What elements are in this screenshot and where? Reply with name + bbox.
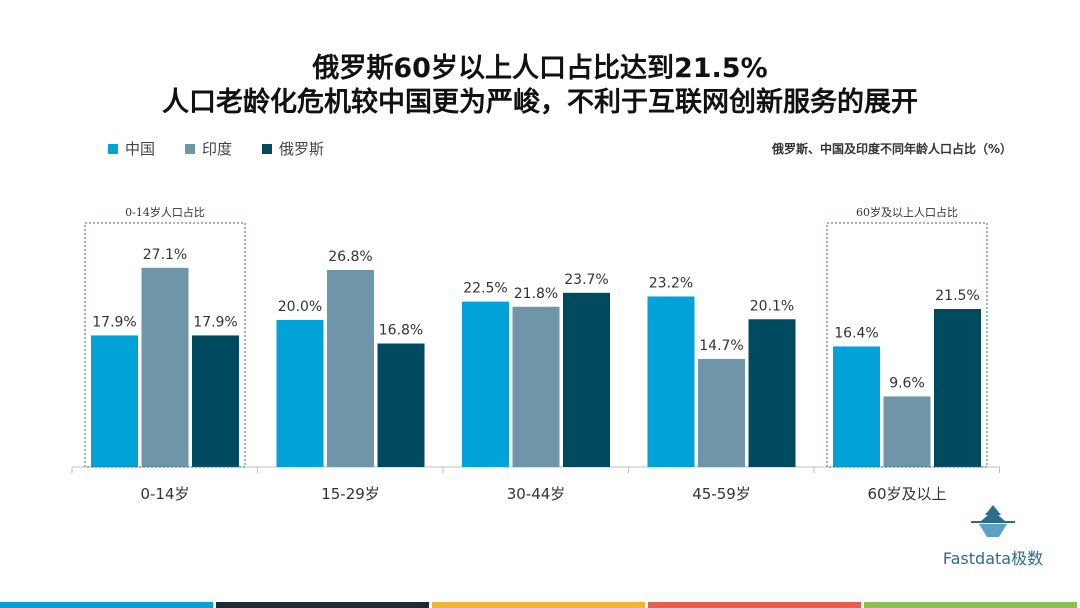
bar-0-2 xyxy=(462,301,509,467)
annotation-box xyxy=(826,222,988,468)
data-label: 22.5% xyxy=(463,281,507,297)
bar-0-4 xyxy=(833,346,880,467)
annotation-box xyxy=(84,222,246,468)
legend-label-china: 中国 xyxy=(125,140,156,158)
data-label: 23.2% xyxy=(649,275,693,291)
data-label: 23.7% xyxy=(564,272,608,288)
bar-1-0 xyxy=(141,267,189,467)
bar-0-0 xyxy=(91,335,138,467)
data-label: 16.4% xyxy=(834,325,878,341)
data-label: 21.5% xyxy=(935,288,979,304)
chart-legend: 中国 印度 俄罗斯 xyxy=(108,138,324,159)
data-label: 21.8% xyxy=(514,286,558,302)
x-tick-label: 60岁及以上 xyxy=(867,485,946,503)
bottom-bar-segment xyxy=(648,602,861,608)
bar-1-2 xyxy=(512,306,560,467)
annotation-label: 0-14岁人口占比 xyxy=(125,205,205,219)
bar-2-0 xyxy=(192,335,239,467)
legend-swatch-russia xyxy=(262,143,273,154)
fastdata-logo: Fastdata极数 xyxy=(938,503,1048,569)
chart-title-line-2: 人口老龄化危机较中国更为严峻，不利于互联网创新服务的展开 xyxy=(162,87,918,118)
data-label: 20.0% xyxy=(278,299,322,315)
bar-1-4 xyxy=(883,396,931,467)
x-tick-label: 15-29岁 xyxy=(321,485,380,503)
data-label: 9.6% xyxy=(889,375,925,391)
data-label: 14.7% xyxy=(699,338,743,354)
x-tick-label: 0-14岁 xyxy=(140,485,189,503)
data-label: 17.9% xyxy=(92,314,136,330)
legend-item-india: 印度 xyxy=(185,138,232,159)
bottom-bar-segment xyxy=(864,602,1077,608)
chart-title-line-1: 俄罗斯60岁以上人口占比达到21.5% xyxy=(312,53,768,84)
bottom-color-bar xyxy=(0,602,1080,608)
data-label: 20.1% xyxy=(750,298,794,314)
bar-1-3 xyxy=(698,358,745,467)
logo-text: Fastdata极数 xyxy=(942,549,1044,568)
bar-2-3 xyxy=(748,319,796,467)
iceberg-logo-icon xyxy=(971,505,1015,537)
data-label: 17.9% xyxy=(193,314,237,330)
bottom-bar-segment xyxy=(216,602,429,608)
bar-0-1 xyxy=(276,320,324,467)
data-label: 26.8% xyxy=(328,249,372,265)
legend-swatch-india xyxy=(185,143,196,154)
legend-label-india: 印度 xyxy=(202,140,233,158)
chart-subtitle: 俄罗斯、中国及印度不同年龄人口占比（%） xyxy=(771,142,1012,156)
x-tick-label: 30-44岁 xyxy=(507,485,566,503)
bar-0-3 xyxy=(647,296,695,467)
data-label: 27.1% xyxy=(143,247,187,263)
bottom-bar-segment xyxy=(0,602,213,608)
legend-label-russia: 俄罗斯 xyxy=(279,140,325,158)
data-label: 16.8% xyxy=(379,323,423,339)
bar-1-1 xyxy=(327,270,374,467)
bar-2-4 xyxy=(934,308,981,467)
bar-2-2 xyxy=(563,292,610,467)
bar-2-1 xyxy=(377,343,425,467)
annotation-label: 60岁及以上人口占比 xyxy=(856,205,958,219)
legend-swatch-china xyxy=(108,143,118,154)
bottom-bar-segment xyxy=(432,602,645,608)
legend-item-russia: 俄罗斯 xyxy=(262,138,324,159)
legend-item-china: 中国 xyxy=(108,138,155,159)
x-tick-label: 45-59岁 xyxy=(692,485,751,503)
